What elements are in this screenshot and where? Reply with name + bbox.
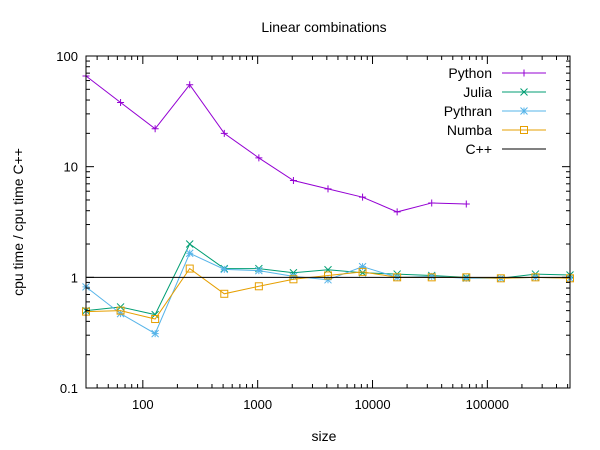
data-point-pythran [116,309,125,318]
data-point-pythran [358,262,367,271]
x-tick-label: 100000 [466,397,509,412]
data-point-python [462,200,470,208]
data-point-julia [289,268,298,277]
legend-marker-python [520,69,528,77]
data-point-pythran [255,266,263,275]
data-point-pythran [462,274,471,283]
series-line-numba [85,267,571,320]
data-point-python [289,176,297,184]
series-line-python [85,75,467,213]
data-point-python [151,125,159,133]
legend-label-julia: Julia [463,84,492,100]
data-point-pythran [151,329,159,338]
plot-area [82,72,574,338]
data-point-numba [151,315,160,324]
legend-marker-numba [520,126,528,134]
data-point-python [393,208,401,216]
data-point-numba [185,264,194,273]
data-point-python [186,81,194,89]
legend-label-numba: Numba [447,122,492,138]
x-tick-label: 10000 [354,397,390,412]
x-axis-title: size [312,428,337,444]
data-point-pythran [324,275,332,284]
y-axis-title: cpu time / cpu time C++ [10,148,26,296]
legend-label-pythran: Pythran [444,103,492,119]
data-point-numba [358,267,367,276]
data-point-julia [151,310,159,319]
data-point-python [220,129,228,137]
legend-marker-julia [520,88,528,96]
data-point-pythran [220,265,229,274]
data-point-numba [289,275,298,284]
data-point-numba [220,289,229,298]
data-point-numba [324,271,332,280]
data-point-python [255,154,263,162]
y-tick-label: 1 [71,270,78,285]
data-point-python [359,193,367,201]
data-point-pythran [289,272,298,281]
y-tick-label: 0.1 [60,381,78,396]
data-point-numba [116,306,125,315]
y-tick-label: 10 [64,160,78,175]
data-point-python [117,99,125,107]
x-tick-label: 1000 [243,397,272,412]
data-point-numba [254,282,263,291]
data-point-numba [496,274,505,283]
y-tick-label: 100 [56,49,78,64]
data-point-pythran [185,249,194,258]
legend-label-cpp: C++ [466,141,492,157]
series-python [82,72,470,216]
series-pythran [82,249,574,338]
plot-frame [85,55,571,389]
data-point-python [324,185,332,193]
x-tick-label: 100 [132,397,154,412]
data-point-python [428,199,436,207]
data-point-pythran [427,272,436,281]
axis-ticks: 100 1000 10000 100000 0.1 1 10 100 [56,49,570,412]
data-point-julia [185,240,194,248]
legend-label-python: Python [448,65,492,81]
chart-title: Linear combinations [261,19,386,35]
legend-marker-pythran [520,107,528,115]
legend: Python Julia Pythran Numba C++ [444,65,546,157]
